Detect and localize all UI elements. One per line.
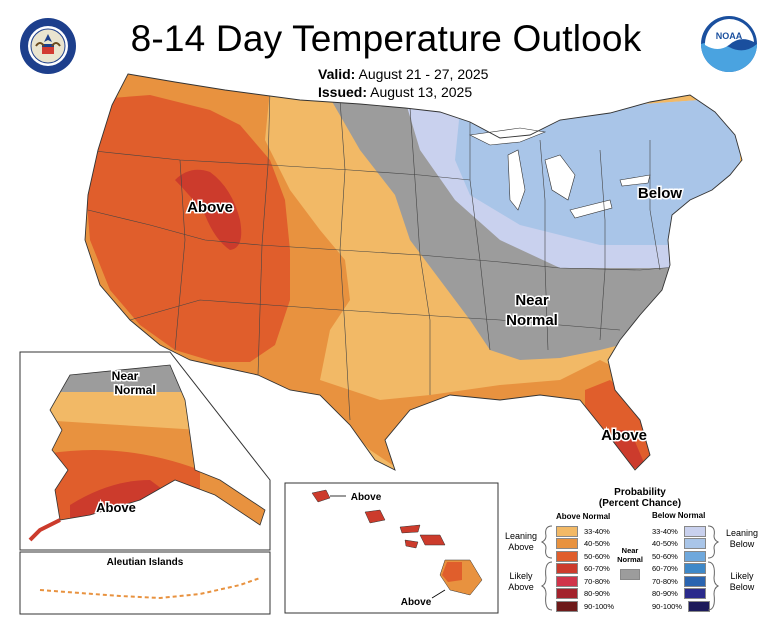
legend-below-label: 70-80%: [652, 576, 678, 586]
legend-above-swatch: [556, 550, 578, 562]
likely-above-word-1: Likely: [509, 571, 533, 581]
legend-above-swatch: [556, 563, 578, 574]
leaning-above-word-1: Leaning: [504, 531, 538, 541]
legend-below-header: Below Normal: [652, 511, 706, 520]
legend-above-label: 90-100%: [584, 601, 615, 611]
legend-below-braces: [707, 525, 720, 611]
legend-below-swatch: [683, 538, 706, 549]
legend-title-2: (Percent Chance): [598, 498, 682, 509]
leaning-below-word-2: Below: [729, 539, 755, 549]
legend-below-row: 80-90%: [652, 588, 706, 600]
legend-leaning-below: Leaning Below: [720, 528, 764, 550]
legend-likely-above: Likely Above: [500, 571, 542, 593]
alaska-inset: Near Normal Above Aleutian Islands: [19, 351, 271, 615]
legend-above-swatch: [556, 588, 578, 599]
legend-below-swatch: [683, 525, 706, 537]
valid-label: Valid:: [318, 66, 356, 82]
legend-below-row: 60-70%: [652, 563, 706, 575]
great-lakes: [469, 127, 651, 219]
legend-below-swatch: [683, 550, 706, 562]
legend-above-swatch: [556, 575, 578, 587]
leaning-above-word-2: Above: [508, 542, 534, 552]
legend-above-label: 40-50%: [584, 539, 610, 548]
legend-below-row: 40-50%: [652, 538, 706, 550]
issued-line: Issued: August 13, 2025: [318, 84, 472, 100]
legend-title-1: Probability: [614, 487, 666, 498]
legend-above-swatch: [556, 600, 578, 612]
legend-below-row: 50-60%: [652, 550, 706, 562]
legend-above-swatch: [556, 538, 578, 549]
legend-below-label: 90-100%: [652, 601, 683, 611]
legend-near-normal-label: Near Normal: [616, 546, 644, 564]
label-west-above: Above: [187, 199, 233, 216]
legend-below-swatch: [688, 600, 711, 612]
legend-below-row: 33-40%: [652, 525, 706, 537]
zone-above-50-60-florida: [585, 380, 655, 470]
legend-below-swatch: [683, 588, 706, 599]
legend-above-row: 60-70%: [556, 563, 610, 575]
legend-above-label: 80-90%: [584, 589, 610, 598]
state-boundaries: [85, 89, 701, 421]
zone-above-60-70-florida: [612, 430, 645, 470]
legend-likely-below: Likely Below: [720, 571, 764, 593]
zone-above-50-60-west: [85, 95, 290, 362]
legend-below-label: 40-50%: [652, 539, 678, 548]
label-alaska-near: Near: [112, 369, 139, 383]
likely-below-word-2: Below: [729, 582, 755, 592]
legend-above-row: 70-80%: [556, 575, 610, 587]
hawaii-inset: Above Above: [284, 482, 499, 614]
legend-below-swatch: [683, 563, 706, 574]
label-hawaii-above-bottom: Above: [401, 597, 432, 608]
map-title: 8-14 Day Temperature Outlook: [130, 18, 642, 59]
legend-below-label: 60-70%: [652, 564, 678, 573]
commerce-seal-icon: [20, 18, 76, 74]
legend-below-label: 50-60%: [652, 551, 678, 561]
legend-below-label: 33-40%: [652, 526, 678, 536]
legend-above-label: 50-60%: [584, 551, 610, 561]
legend-above-row: 40-50%: [556, 538, 610, 550]
legend-leaning-above: Leaning Above: [500, 531, 542, 553]
label-central-normal: Normal: [506, 312, 558, 329]
label-alaska-above: Above: [96, 500, 136, 515]
legend-below-row: 90-100%: [652, 600, 711, 612]
valid-line: Valid: August 21 - 27, 2025: [318, 66, 488, 82]
zone-above-60-70: [175, 169, 242, 250]
legend-below-label: 80-90%: [652, 589, 678, 598]
noaa-logo-text: NOAA: [716, 31, 743, 41]
conus-outline: [84, 73, 743, 471]
label-aleutian: Aleutian Islands: [107, 557, 184, 568]
label-alaska-normal: Normal: [114, 383, 155, 397]
legend-near-normal-swatch: [620, 569, 640, 580]
label-hawaii-above-top: Above: [351, 492, 382, 503]
label-east-below: Below: [638, 185, 683, 202]
legend-above-label: 33-40%: [584, 526, 610, 536]
legend-above-swatch: [556, 525, 578, 537]
legend-below-swatch: [683, 575, 706, 587]
likely-above-word-2: Above: [508, 582, 534, 592]
leaning-below-word-1: Leaning: [725, 528, 759, 538]
issued-label: Issued:: [318, 84, 368, 100]
noaa-logo-icon: NOAA: [701, 16, 757, 72]
label-central-near: Near: [515, 292, 549, 309]
near-normal-word-1: Near: [621, 546, 639, 555]
legend-above-row: 90-100%: [556, 600, 614, 612]
legend-above-header: Above Normal: [556, 512, 611, 521]
label-florida-above: Above: [601, 427, 647, 444]
issued-value: August 13, 2025: [370, 84, 473, 100]
legend-above-row: 50-60%: [556, 550, 610, 562]
legend-below-row: 70-80%: [652, 575, 706, 587]
legend-above-row: 33-40%: [556, 525, 610, 537]
near-normal-word-2: Normal: [617, 555, 643, 564]
legend-above-row: 80-90%: [556, 588, 610, 600]
likely-below-word-1: Likely: [730, 571, 754, 581]
legend-above-label: 70-80%: [584, 576, 610, 586]
legend-above-label: 60-70%: [584, 564, 610, 573]
valid-value: August 21 - 27, 2025: [358, 66, 489, 82]
legend-above-braces: [540, 525, 553, 611]
